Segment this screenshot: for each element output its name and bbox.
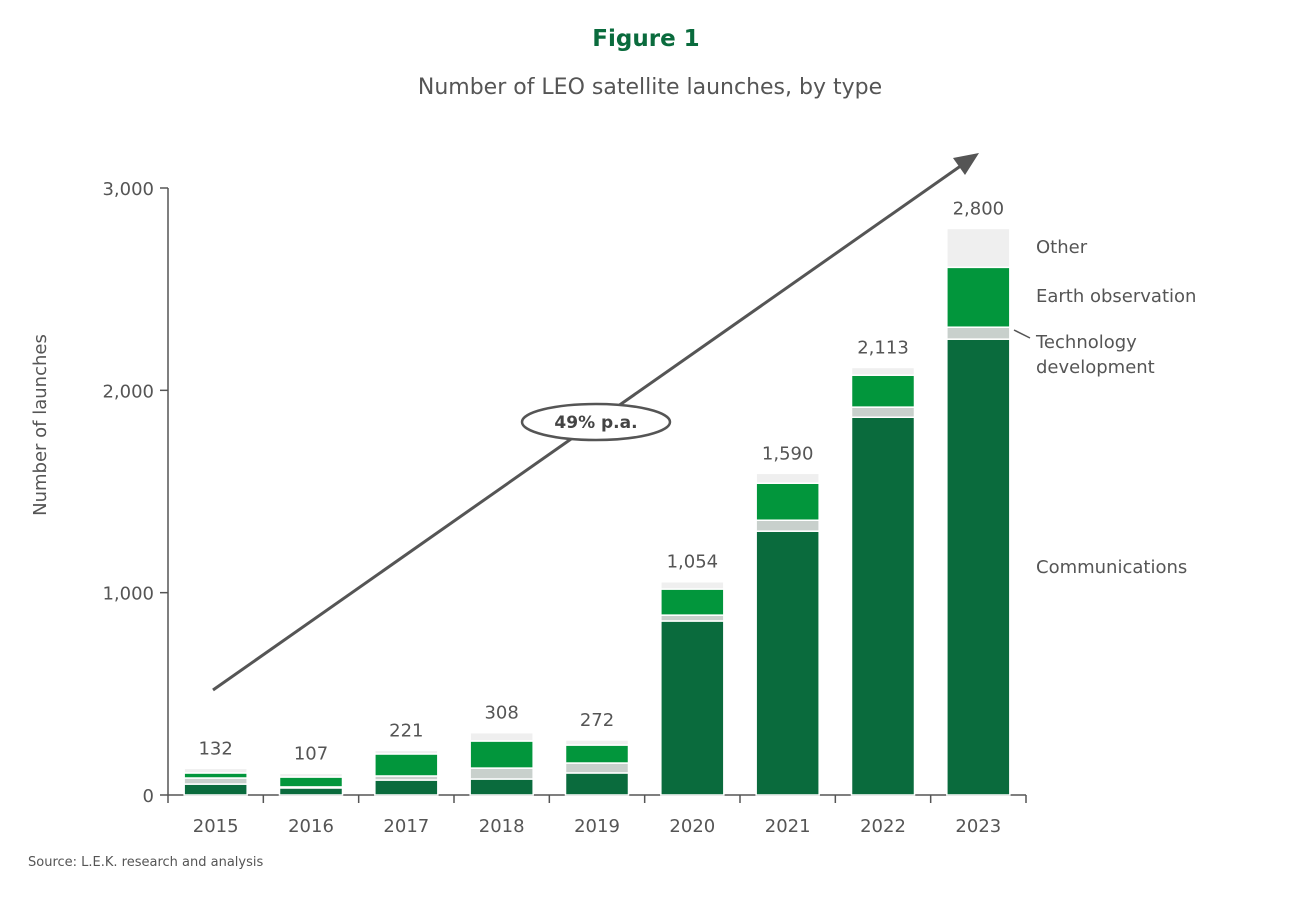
legend-technology-development-line1: Technology	[1035, 332, 1137, 353]
legend-technology-development-line2: development	[1036, 357, 1155, 378]
bar-segment-technology-development	[850, 406, 916, 418]
bar-segment-communications	[469, 778, 534, 796]
bar-segment-earth-observation	[755, 482, 820, 521]
bar-total-label: 272	[580, 710, 614, 731]
legend-earth-observation: Earth observation	[1036, 286, 1196, 307]
bar-total-label: 221	[389, 720, 423, 741]
x-tick-label: 2022	[860, 816, 906, 837]
bar-segment-other	[946, 227, 1011, 269]
source-note: Source: L.E.K. research and analysis	[28, 855, 263, 870]
bar-total-label: 132	[198, 738, 232, 759]
bar-total-label: 107	[294, 743, 328, 764]
bar-total-label: 1,590	[762, 443, 814, 464]
bar-segment-communications	[660, 620, 725, 796]
legend-communications: Communications	[1036, 557, 1187, 578]
bar-segment-other	[183, 767, 248, 774]
y-tick-label: 2,000	[102, 381, 154, 402]
bar-segment-technology-development	[469, 767, 534, 780]
bar-segment-communications	[946, 338, 1011, 796]
x-tick-label: 2016	[288, 816, 334, 837]
bar-segment-earth-observation	[278, 776, 344, 788]
y-axis-label: Number of launches	[30, 334, 51, 516]
y-tick-label: 3,000	[102, 179, 154, 200]
bar-segment-communications	[374, 779, 439, 796]
bar-segment-other	[374, 749, 439, 755]
legend-leader-line	[1013, 329, 1031, 339]
bar-segment-technology-development	[755, 519, 820, 532]
bar-segment-technology-development	[183, 777, 248, 785]
bar-segment-earth-observation	[660, 588, 725, 616]
bar-segment-technology-development	[946, 326, 1011, 340]
figure-label: Figure 1	[592, 26, 699, 52]
bar-segment-other	[564, 739, 630, 746]
bar-segment-earth-observation	[469, 740, 534, 769]
bar-segment-communications	[183, 783, 248, 796]
y-tick-label: 1,000	[102, 584, 154, 605]
y-tick-label: 0	[143, 786, 154, 807]
x-tick-label: 2023	[955, 816, 1001, 837]
bar-segment-earth-observation	[374, 753, 439, 777]
bar-segment-communications	[278, 787, 344, 796]
bar-segment-communications	[755, 530, 820, 796]
bar-segment-technology-development	[660, 614, 725, 622]
bar-segment-technology-development	[564, 762, 630, 774]
growth-arrow-head-icon	[953, 153, 979, 175]
bar-segment-earth-observation	[946, 266, 1011, 328]
bar-segment-other	[755, 472, 820, 484]
bar-total-label: 308	[484, 703, 518, 724]
bar-segment-other	[660, 580, 725, 590]
bar-total-label: 2,113	[857, 337, 909, 358]
bar-segment-earth-observation	[183, 772, 248, 779]
bar-total-label: 1,054	[667, 552, 719, 573]
x-tick-label: 2015	[193, 816, 239, 837]
bar-segment-earth-observation	[850, 374, 916, 408]
chart-title: Number of LEO satellite launches, by typ…	[418, 75, 882, 100]
bar-segment-other	[469, 731, 534, 742]
legend-other: Other	[1036, 237, 1088, 258]
bar-segment-other	[850, 366, 916, 376]
bar-segment-other	[278, 772, 344, 778]
x-tick-label: 2021	[765, 816, 811, 837]
cagr-annotation: 49% p.a.	[554, 413, 637, 433]
x-tick-label: 2019	[574, 816, 620, 837]
x-tick-label: 2020	[669, 816, 715, 837]
bar-total-label: 2,800	[953, 198, 1005, 219]
bar-segment-communications	[850, 416, 916, 796]
cagr-ellipse	[520, 402, 672, 442]
x-tick-label: 2017	[383, 816, 429, 837]
bar-segment-communications	[564, 772, 630, 796]
x-tick-label: 2018	[479, 816, 525, 837]
bar-segment-earth-observation	[564, 744, 630, 764]
